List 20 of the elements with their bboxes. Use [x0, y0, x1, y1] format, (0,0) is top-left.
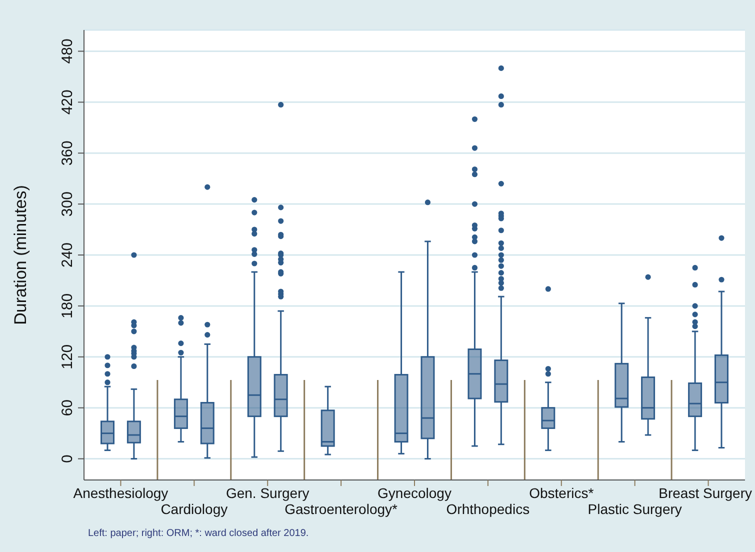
- text: Left: paper; right: ORM; *: ward closed after 2019.: [88, 528, 309, 539]
- y-tick-label: 0: [59, 454, 76, 463]
- y-tick-label: 360: [59, 140, 76, 166]
- x-tick-label: Plastic Surgery: [588, 501, 682, 517]
- y-tick-label: 300: [59, 192, 76, 217]
- x-tick-label: Cardiology: [160, 501, 228, 517]
- x-tick-label: Orhthopedics: [446, 501, 530, 517]
- x-tick-label: Gynecology: [378, 485, 452, 501]
- x-tick-label: Gastroenterology*: [284, 501, 398, 517]
- x-tick-label: Anesthesiology: [73, 485, 168, 501]
- y-tick-label: 240: [59, 242, 76, 268]
- y-tick-label: 480: [59, 38, 76, 64]
- y-tick-label: 420: [59, 90, 76, 115]
- x-tick-label: Breast Surgery: [658, 485, 752, 501]
- y-tick-label: 180: [59, 293, 76, 318]
- y-tick-label: 120: [59, 344, 76, 370]
- y-axis-title: Duration (minutes): [11, 185, 30, 325]
- y-tick-label: 60: [59, 399, 76, 416]
- x-tick-label: Gen. Surgery: [226, 485, 310, 501]
- x-tick-label: Obsterics*: [529, 485, 594, 501]
